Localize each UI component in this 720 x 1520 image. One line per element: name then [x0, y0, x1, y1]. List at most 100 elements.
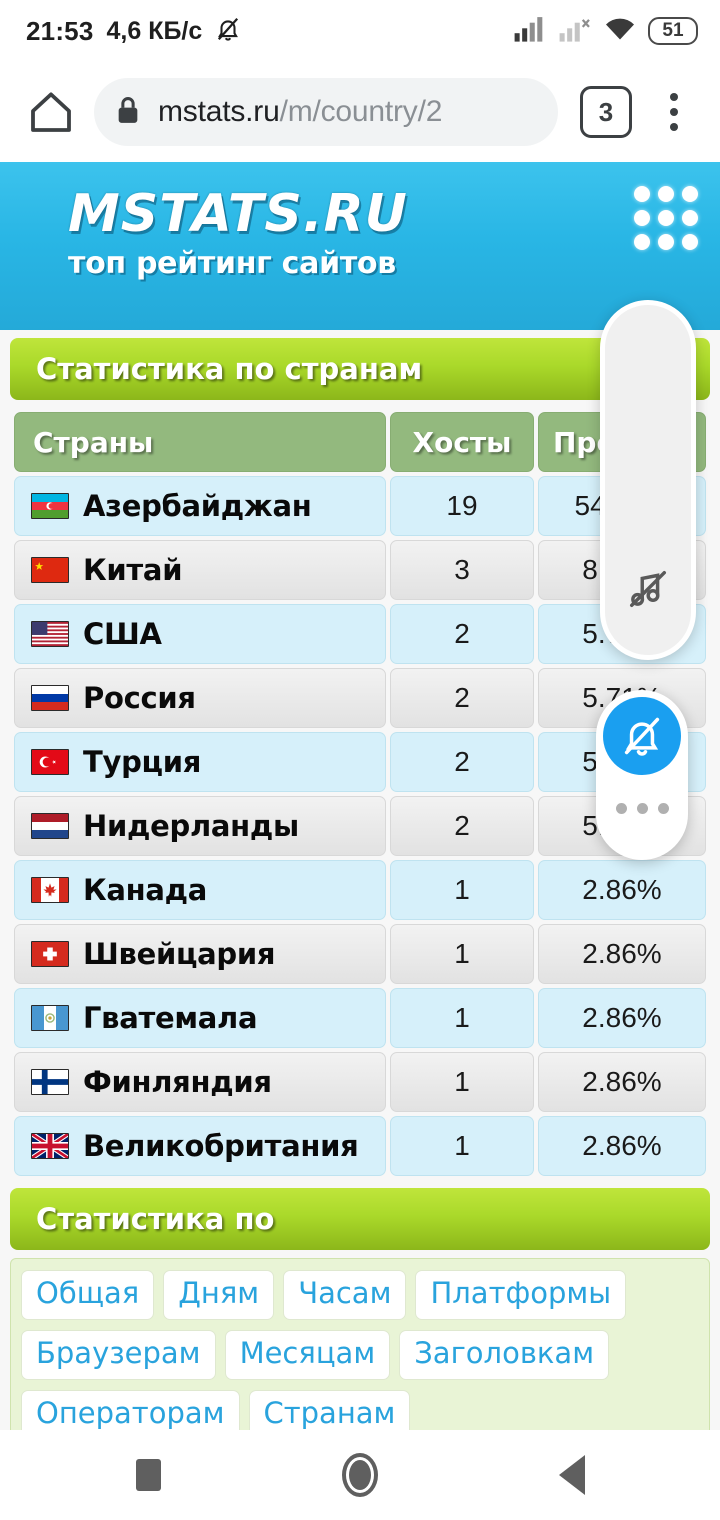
cell-hosts: 19 — [390, 476, 534, 536]
cell-hosts: 2 — [390, 732, 534, 792]
music-note-off-icon[interactable] — [625, 566, 671, 617]
status-bar-left: 21:53 4,6 КБ/с — [26, 14, 241, 49]
recents-square-icon[interactable] — [113, 1440, 183, 1510]
flag-canada-icon — [31, 877, 69, 903]
android-navigation-bar — [0, 1430, 720, 1520]
country-name-wrap: Великобритания — [31, 1129, 369, 1163]
back-triangle-icon[interactable] — [537, 1440, 607, 1510]
bell-off-icon[interactable] — [603, 697, 681, 775]
flag-switzerland-icon — [31, 941, 69, 967]
tab-count-button[interactable]: 3 — [580, 86, 632, 138]
cell-country: Швейцария — [14, 924, 386, 984]
cell-percent: 2.86% — [538, 924, 706, 984]
section-title: Статистика по странам — [36, 352, 423, 386]
stats-link-0[interactable]: Общая — [21, 1270, 155, 1320]
section-header-countries: Статистика по странам — [10, 338, 710, 400]
lock-icon — [114, 94, 142, 131]
country-label: Финляндия — [83, 1065, 272, 1099]
floating-notification-widget[interactable] — [596, 690, 688, 860]
cell-hosts: 2 — [390, 796, 534, 856]
flag-china-icon — [31, 557, 69, 583]
cell-country: Великобритания — [14, 1116, 386, 1176]
cell-hosts: 1 — [390, 988, 534, 1048]
country-name-wrap: Азербайджан — [31, 489, 369, 523]
signal-bars-off-icon — [558, 15, 592, 48]
wifi-icon — [603, 15, 637, 48]
flag-finland-icon — [31, 1069, 69, 1095]
cell-country: США — [14, 604, 386, 664]
home-circle-icon[interactable] — [325, 1440, 395, 1510]
stats-link-4[interactable]: Браузерам — [21, 1329, 216, 1380]
section-title-stats-by: Статистика по — [36, 1202, 275, 1236]
section-header-stats-by: Статистика по — [10, 1188, 710, 1250]
status-bar: 21:53 4,6 КБ/с — [0, 0, 720, 62]
stats-link-5[interactable]: Месяцам — [224, 1329, 391, 1380]
cell-hosts: 1 — [390, 1052, 534, 1112]
country-label: США — [83, 617, 162, 651]
country-label: Россия — [83, 681, 196, 715]
flag-netherlands-icon — [31, 813, 69, 839]
cell-percent: 2.86% — [538, 860, 706, 920]
column-header-hosts[interactable]: Хосты — [390, 412, 534, 472]
more-dots-icon[interactable] — [615, 803, 669, 814]
column-header-countries[interactable]: Страны — [14, 412, 386, 472]
battery-indicator: 51 — [648, 16, 698, 46]
cell-hosts: 1 — [390, 1116, 534, 1176]
cell-country: Канада — [14, 860, 386, 920]
cell-hosts: 3 — [390, 540, 534, 600]
url-path: /m/country/2 — [279, 95, 443, 128]
country-name-wrap: Нидерланды — [31, 809, 369, 843]
logo-subtitle: топ рейтинг сайтов — [68, 246, 396, 281]
table-row[interactable]: Великобритания 1 2.86% — [14, 1116, 706, 1176]
table-row[interactable]: Швейцария 1 2.86% — [14, 924, 706, 984]
country-name-wrap: Финляндия — [31, 1065, 369, 1099]
country-name-wrap: Швейцария — [31, 937, 369, 971]
cell-percent: 2.86% — [538, 988, 706, 1048]
stats-link-3[interactable]: Платформы — [415, 1270, 627, 1320]
country-label: Канада — [83, 873, 208, 907]
signal-bars-icon — [513, 15, 547, 48]
url-bar[interactable]: mstats.ru/m/country/2 — [94, 78, 558, 146]
table-row[interactable]: Гватемала 1 2.86% — [14, 988, 706, 1048]
stats-category-links: Общая Дням Часам Платформы Браузерам Месяцам З… — [10, 1258, 710, 1453]
cell-country: Гватемала — [14, 988, 386, 1048]
cell-country: Нидерланды — [14, 796, 386, 856]
country-name-wrap: США — [31, 617, 369, 651]
stats-link-2[interactable]: Часам — [283, 1270, 407, 1320]
table-row[interactable]: Канада 1 2.86% — [14, 860, 706, 920]
floating-assistant-panel[interactable] — [600, 300, 696, 660]
logo-title: MSTATS.RU — [68, 184, 408, 244]
grid-menu-icon[interactable] — [634, 186, 698, 250]
cell-hosts: 1 — [390, 860, 534, 920]
site-header-banner: MSTATS.RU топ рейтинг сайтов — [0, 162, 720, 332]
cell-country: Азербайджан — [14, 476, 386, 536]
country-name-wrap: Канада — [31, 873, 369, 907]
country-label: Швейцария — [83, 937, 276, 971]
flag-usa-icon — [31, 621, 69, 647]
country-stats-table: Страны Хосты Процент Азербайджан1954.29%… — [10, 408, 710, 1180]
country-label: Нидерланды — [83, 809, 299, 843]
flag-guatemala-icon — [31, 1005, 69, 1031]
kebab-menu-icon[interactable] — [646, 81, 702, 143]
url-domain: mstats.ru — [158, 95, 280, 128]
status-network-speed: 4,6 КБ/с — [106, 16, 203, 45]
status-bar-right: 51 — [513, 15, 698, 48]
country-label: Азербайджан — [83, 489, 312, 523]
home-icon[interactable] — [20, 81, 82, 143]
country-name-wrap: Турция — [31, 745, 369, 779]
country-name-wrap: Китай — [31, 553, 369, 587]
flag-russia-icon — [31, 685, 69, 711]
browser-toolbar: mstats.ru/m/country/2 3 — [0, 62, 720, 162]
stats-link-6[interactable]: Заголовкам — [399, 1329, 610, 1380]
table-row[interactable]: Азербайджан1954.29% — [14, 476, 706, 536]
cell-percent: 2.86% — [538, 1052, 706, 1112]
table-row[interactable]: Финляндия 1 2.86% — [14, 1052, 706, 1112]
cell-country: Китай — [14, 540, 386, 600]
bell-muted-icon — [215, 14, 241, 49]
country-name-wrap: Россия — [31, 681, 369, 715]
site-logo[interactable]: MSTATS.RU топ рейтинг сайтов — [68, 188, 408, 279]
cell-country: Россия — [14, 668, 386, 728]
stats-link-1[interactable]: Дням — [163, 1270, 275, 1320]
country-label: Гватемала — [83, 1001, 258, 1035]
url-text: mstats.ru/m/country/2 — [158, 95, 442, 129]
